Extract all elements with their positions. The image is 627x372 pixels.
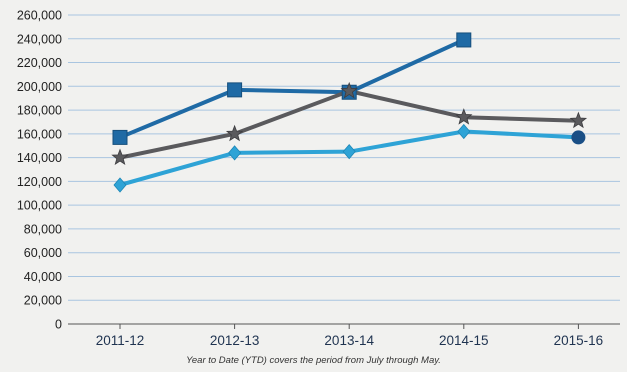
square-marker <box>456 32 472 48</box>
circle-marker <box>571 130 586 145</box>
star-marker <box>225 124 244 142</box>
y-tick-label: 100,000 <box>17 199 62 213</box>
data-markers <box>111 32 588 193</box>
axes: 0 20,000 40,000 60,000 80,000 100,000 120,000 1… <box>17 9 620 348</box>
y-tick-label: 220,000 <box>17 56 62 70</box>
star-marker <box>111 148 129 165</box>
y-tick-label: 160,000 <box>17 127 62 141</box>
series-lines <box>119 38 579 187</box>
series-line-1 <box>119 38 465 140</box>
x-tick-label: 2012-13 <box>210 333 260 348</box>
square-marker <box>227 82 243 98</box>
x-tick-label: 2013-14 <box>324 333 374 348</box>
x-tick-label: 2014-15 <box>439 333 489 348</box>
x-tick-label: 2015-16 <box>554 333 604 348</box>
y-tick-label: 60,000 <box>24 246 62 260</box>
y-tick-label: 40,000 <box>24 270 62 284</box>
diamond-marker <box>457 123 471 140</box>
chart-note: Year to Date (YTD) covers the period fro… <box>186 355 441 366</box>
diamond-marker <box>113 177 127 193</box>
diamond-marker <box>228 145 242 161</box>
star-marker <box>569 111 588 129</box>
y-tick-label: 0 <box>55 318 62 332</box>
y-tick-label: 260,000 <box>17 9 62 23</box>
star-marker <box>455 108 473 125</box>
square-marker <box>112 129 128 145</box>
gridlines <box>68 14 620 301</box>
y-tick-label: 180,000 <box>17 104 62 118</box>
y-tick-label: 20,000 <box>24 294 62 308</box>
star-marker <box>340 81 358 99</box>
y-tick-label: 80,000 <box>24 222 62 236</box>
x-tick-label: 2011-12 <box>96 333 145 348</box>
y-tick-label: 200,000 <box>17 80 62 94</box>
y-tick-label: 120,000 <box>17 175 62 189</box>
diamond-marker <box>342 144 356 160</box>
y-tick-label: 240,000 <box>17 32 62 46</box>
y-tick-label: 140,000 <box>17 151 62 165</box>
